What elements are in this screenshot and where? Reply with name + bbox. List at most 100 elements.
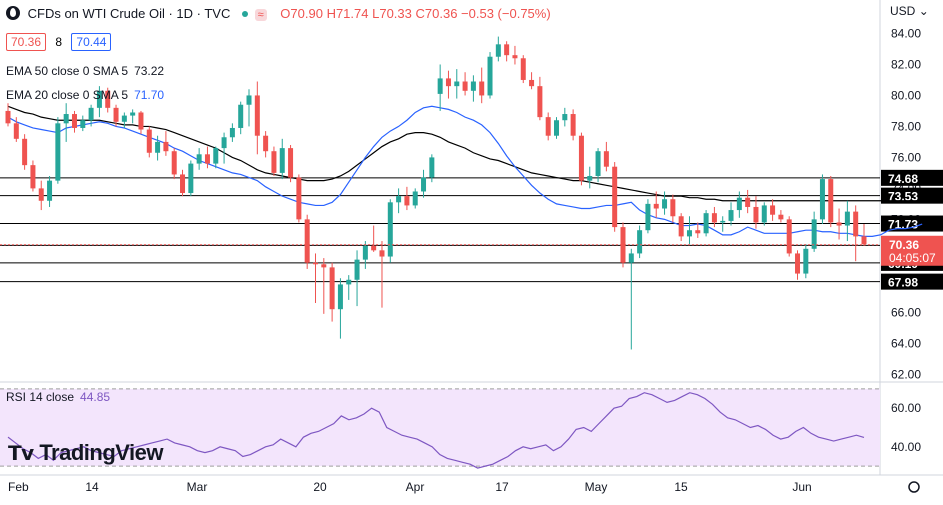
x-tick-label: Apr xyxy=(406,480,425,494)
ohlc-open: O70.90 xyxy=(280,6,323,21)
candle-body xyxy=(554,120,560,136)
candle-body xyxy=(312,262,318,265)
candle-body xyxy=(686,230,692,237)
x-tick-label: 15 xyxy=(674,480,688,494)
candle-body xyxy=(570,114,576,136)
candle-body xyxy=(13,123,19,139)
candle-body xyxy=(628,253,634,263)
candle-body xyxy=(404,196,410,206)
rsi-line xyxy=(7,392,865,469)
x-tick-label: May xyxy=(585,480,608,494)
candle-body xyxy=(479,81,485,96)
candle-body xyxy=(637,230,643,254)
candle-body xyxy=(221,137,227,149)
candle-body xyxy=(421,177,427,192)
candle-body xyxy=(703,213,709,234)
level-label: 67.98 xyxy=(888,276,918,290)
ema20-line xyxy=(7,105,923,237)
candle-body xyxy=(454,81,460,87)
ask-box[interactable]: 70.44 xyxy=(71,33,112,51)
candle-body xyxy=(396,196,402,203)
y-tick-label: 66.00 xyxy=(891,305,921,319)
candle-body xyxy=(354,259,360,280)
x-tick-label: Mar xyxy=(187,480,208,494)
candle-body xyxy=(71,114,77,128)
candle-body xyxy=(180,174,186,194)
candle-body xyxy=(321,264,327,268)
candle-body xyxy=(620,227,626,263)
candle-body xyxy=(504,44,510,56)
candle-body xyxy=(88,107,94,121)
candle-body xyxy=(47,180,53,201)
ema20-value: 71.70 xyxy=(134,88,165,102)
x-tick-label: 17 xyxy=(495,480,509,494)
candle-body xyxy=(22,138,28,166)
candle-body xyxy=(803,248,809,274)
y-tick-label: 84.00 xyxy=(891,26,921,40)
candle-body xyxy=(254,95,260,136)
wave-badge[interactable]: ≈ xyxy=(254,9,267,21)
candle-body xyxy=(279,148,285,173)
candle-body xyxy=(362,245,368,260)
candle-body xyxy=(196,154,202,164)
candle-body xyxy=(819,179,825,220)
candle-body xyxy=(612,166,618,228)
candle-body xyxy=(445,78,451,87)
candle-body xyxy=(105,90,111,108)
candle-body xyxy=(379,250,385,257)
candle-body xyxy=(720,220,726,223)
currency-selector[interactable]: USD ⌄ xyxy=(890,4,929,18)
candle-body xyxy=(155,141,161,153)
rsi-label: RSI 14 close xyxy=(6,390,75,404)
rsi-legend[interactable]: RSI 14 close 44.85 xyxy=(6,390,110,404)
settings-gear-icon[interactable] xyxy=(908,481,920,493)
candle-body xyxy=(288,148,294,178)
candle-body xyxy=(645,203,651,231)
candle-body xyxy=(387,202,393,257)
candle-body xyxy=(263,135,269,152)
candle-body xyxy=(728,210,734,221)
bid-box[interactable]: 70.36 xyxy=(6,33,47,51)
candle-body xyxy=(487,56,493,96)
candle-body xyxy=(836,222,842,226)
level-label: 73.53 xyxy=(888,190,918,204)
candle-body xyxy=(271,151,277,173)
candle-body xyxy=(695,230,701,234)
candle-body xyxy=(429,157,435,178)
tradingview-logo[interactable]: 𝗧𝘃 TradingView xyxy=(8,440,163,466)
y-tick-label: 62.00 xyxy=(891,367,921,381)
market-open-dot-icon xyxy=(241,11,248,17)
candle-body xyxy=(844,211,850,226)
tradingview-brand-icon: 𝗧𝘃 xyxy=(8,443,34,465)
candle-body xyxy=(437,78,443,94)
currency-label: USD xyxy=(890,4,916,18)
candle-body xyxy=(537,86,543,118)
candle-body xyxy=(121,115,127,122)
x-tick-label: 14 xyxy=(85,480,99,494)
ema20-legend[interactable]: EMA 20 close 0 SMA 5 71.70 xyxy=(6,88,164,102)
candle-body xyxy=(770,205,776,215)
candle-body xyxy=(329,267,335,310)
candle-body xyxy=(745,197,751,207)
ema50-legend[interactable]: EMA 50 close 0 SMA 5 73.22 xyxy=(6,64,164,78)
candle-body xyxy=(545,117,551,136)
symbol-title[interactable]: CFDs on WTI Crude Oil · 1D · TVC xyxy=(27,6,231,21)
candle-body xyxy=(296,177,302,220)
candle-body xyxy=(238,104,244,128)
candle-body xyxy=(678,216,684,237)
candle-body xyxy=(80,120,86,128)
candle-body xyxy=(662,199,668,209)
candle-body xyxy=(188,163,194,194)
candle-body xyxy=(753,206,759,223)
candle-body xyxy=(520,58,526,80)
candle-body xyxy=(204,154,210,164)
rsi-band xyxy=(0,388,880,467)
candle-body xyxy=(146,129,152,153)
candle-body xyxy=(346,279,352,285)
ema50-line xyxy=(7,105,923,202)
candle-body xyxy=(462,81,468,91)
candle-body xyxy=(5,110,11,124)
candle-body xyxy=(736,197,742,211)
